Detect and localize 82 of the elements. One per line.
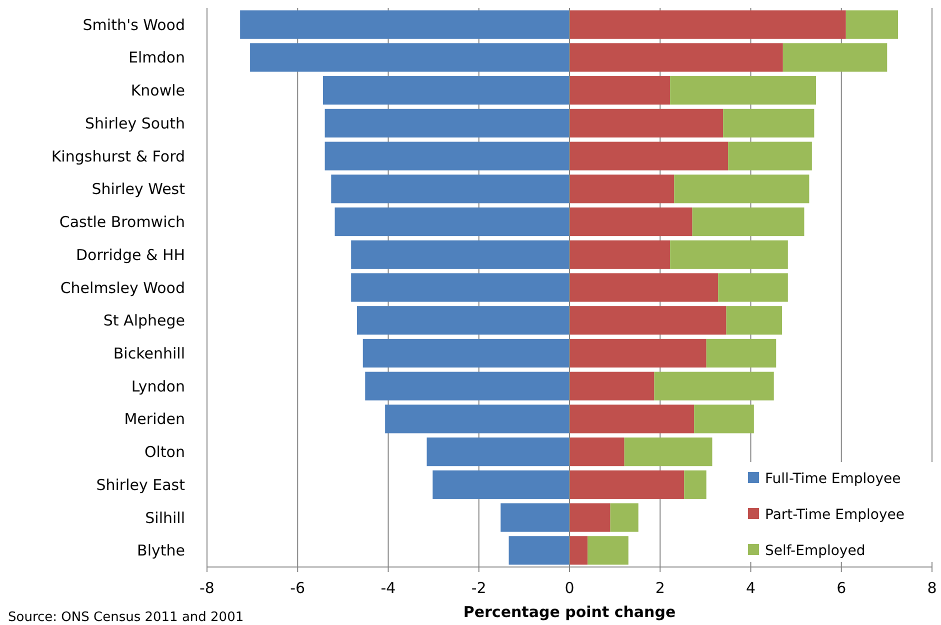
y-tick-label: Kingshurst & Ford (51, 147, 185, 166)
legend-label: Part-Time Employee (765, 506, 904, 523)
y-tick-label: Shirley East (96, 476, 186, 494)
bar (570, 470, 684, 499)
x-tick-label: 4 (746, 579, 756, 597)
x-tick-label: 0 (564, 579, 574, 597)
bar (385, 404, 570, 434)
bar (570, 503, 610, 532)
bar (654, 372, 774, 400)
bar (670, 76, 816, 105)
bar (570, 372, 654, 400)
bar (674, 174, 810, 204)
bar (500, 503, 570, 532)
bar (570, 142, 728, 170)
bar (365, 372, 570, 400)
bar (334, 207, 570, 236)
x-tick-label: 6 (836, 579, 846, 597)
bar (570, 76, 670, 105)
x-tick-label: 2 (655, 579, 665, 597)
bar (570, 273, 718, 302)
y-tick-label: Castle Bromwich (59, 213, 185, 232)
y-tick-label: Elmdon (128, 48, 185, 67)
bar (324, 108, 570, 138)
bar (694, 404, 754, 434)
y-tick-label: Bickenhill (113, 344, 185, 362)
bar (692, 207, 804, 236)
x-tick-label: -2 (471, 579, 486, 597)
x-tick-label: 8 (927, 579, 937, 597)
bar (240, 10, 570, 39)
y-tick-label: Olton (144, 443, 185, 462)
bar (356, 306, 570, 335)
bar (570, 536, 588, 565)
bar (426, 438, 570, 466)
legend-label: Full-Time Employee (765, 470, 901, 487)
y-tick-label: Meriden (124, 410, 185, 428)
bar (684, 470, 706, 499)
bar (331, 174, 570, 204)
y-tick-label: Shirley South (85, 114, 185, 132)
bar (324, 142, 570, 170)
bar (624, 438, 712, 466)
bar (723, 108, 814, 138)
y-tick-label: Dorridge & HH (76, 246, 185, 264)
bar (570, 43, 783, 72)
bar (570, 404, 694, 434)
bar (728, 142, 812, 170)
bar (323, 76, 570, 105)
bar (570, 240, 670, 269)
bar (250, 43, 570, 72)
x-axis-title: Percentage point change (463, 603, 676, 621)
y-tick-label: Silhill (145, 508, 185, 527)
x-tick-label: -4 (380, 579, 396, 597)
bar (570, 10, 846, 39)
y-tick-label: Lyndon (131, 377, 185, 396)
bar (432, 470, 570, 499)
bar (706, 338, 776, 368)
bar (362, 338, 570, 368)
bar (570, 338, 706, 368)
bar (782, 43, 888, 72)
bar (846, 10, 898, 39)
bar (570, 438, 624, 466)
bar (588, 536, 628, 565)
bar (726, 306, 782, 335)
legend-label: Self-Employed (765, 542, 866, 559)
source-note: Source: ONS Census 2011 and 2001 (8, 610, 244, 625)
y-tick-label: Smith's Wood (82, 16, 185, 34)
y-tick-label: Chelmsley Wood (60, 278, 185, 297)
bar (351, 240, 570, 269)
y-tick-label: St Alphege (103, 312, 185, 330)
x-tick-label: -6 (290, 579, 306, 597)
x-tick-label: -8 (200, 579, 214, 597)
bar (570, 306, 726, 335)
y-tick-label: Shirley West (92, 180, 186, 198)
bar (508, 536, 570, 565)
bar (570, 108, 724, 138)
bar (351, 273, 570, 302)
y-tick-label: Blythe (137, 542, 185, 560)
bar (670, 240, 788, 269)
bar (570, 174, 674, 204)
bar (718, 273, 788, 302)
y-tick-label: Knowle (130, 82, 185, 100)
bar (570, 207, 692, 236)
bar (610, 503, 638, 532)
